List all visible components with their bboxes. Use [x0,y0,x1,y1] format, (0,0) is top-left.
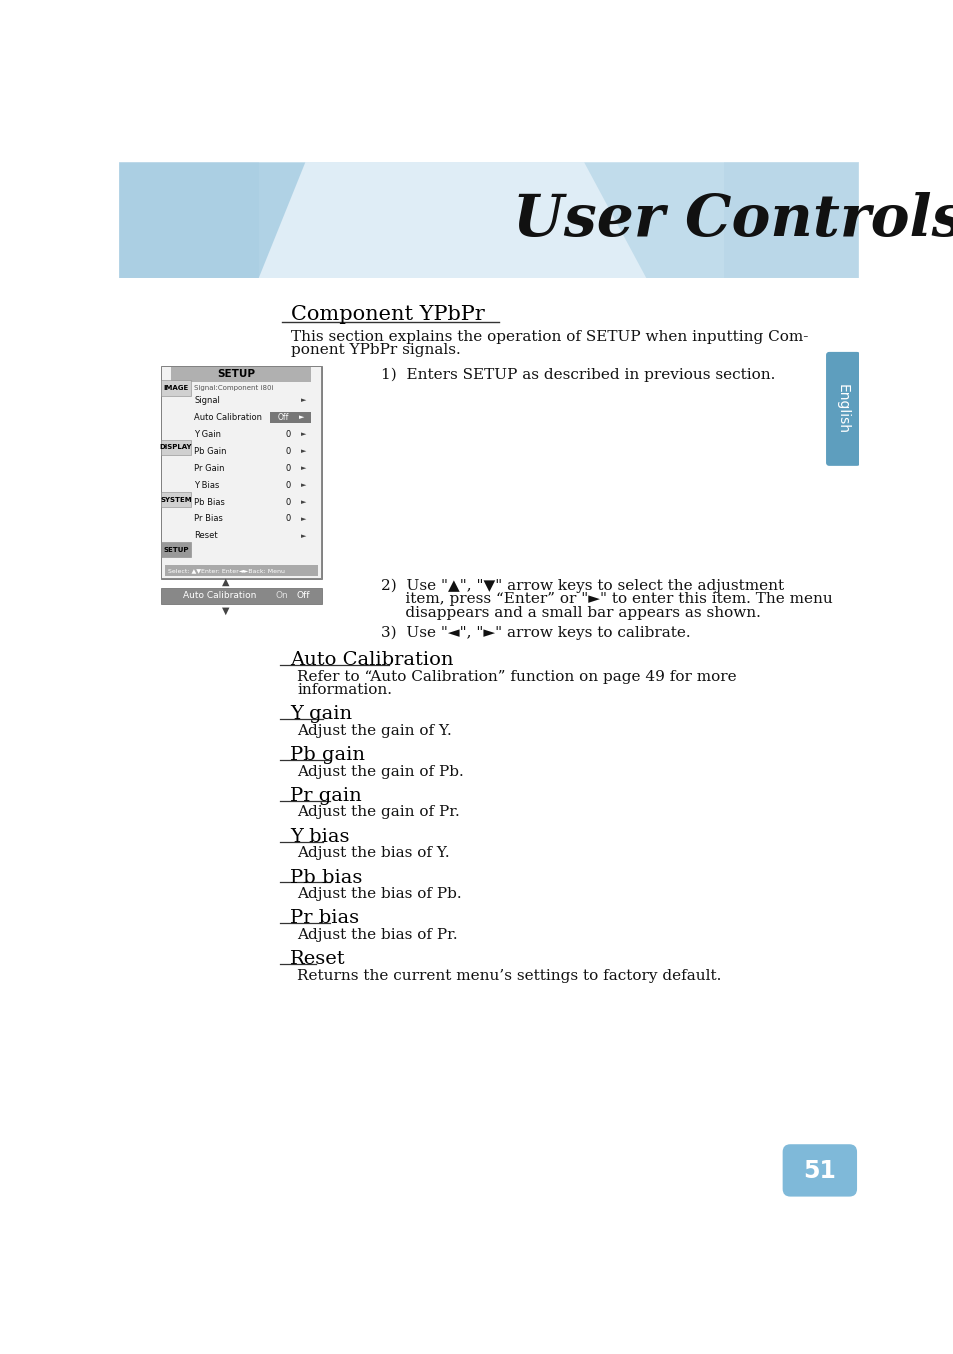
Text: English: English [835,385,849,433]
Bar [161,440,191,455]
Text: ►: ► [301,398,306,403]
Text: ►: ► [301,500,306,505]
Text: Auto Calibration: Auto Calibration [183,592,256,600]
Bar [165,565,317,575]
Text: Y gain: Y gain [290,705,352,723]
Text: Signal: Signal [194,395,220,405]
FancyBboxPatch shape [781,1144,856,1197]
Text: item, press “Enter” or "►" to enter this item. The menu: item, press “Enter” or "►" to enter this… [381,592,832,607]
FancyBboxPatch shape [825,352,860,466]
Text: 1)  Enters SETUP as described in previous section.: 1) Enters SETUP as described in previous… [381,368,775,382]
Text: ▲: ▲ [222,577,230,586]
Text: 3)  Use "◄", "►" arrow keys to calibrate.: 3) Use "◄", "►" arrow keys to calibrate. [381,626,690,640]
Text: Off: Off [277,413,289,422]
Text: ►: ► [301,432,306,437]
Text: IMAGE: IMAGE [163,385,189,391]
Bar [161,542,191,558]
Text: 0: 0 [285,429,291,439]
Text: 0: 0 [285,515,291,524]
Text: Pr gain: Pr gain [290,787,361,804]
Text: 51: 51 [802,1159,836,1183]
Bar [270,412,311,422]
Polygon shape [119,162,305,278]
Bar [161,588,321,604]
Text: Reset: Reset [194,531,218,540]
Text: Adjust the gain of Y.: Adjust the gain of Y. [297,724,452,738]
Text: information.: information. [297,682,392,697]
Bar [119,162,858,278]
Text: Select: ▲▼Enter: Enter◄►Back: Menu: Select: ▲▼Enter: Enter◄►Back: Menu [168,569,285,573]
Text: Auto Calibration: Auto Calibration [290,651,453,669]
Text: Component YPbPr: Component YPbPr [291,305,484,324]
Bar [162,367,320,578]
Text: ►: ► [298,414,304,420]
Text: Reset: Reset [290,951,345,968]
Text: Refer to “Auto Calibration” function on page 49 for more: Refer to “Auto Calibration” function on … [297,670,737,684]
Text: This section explains the operation of SETUP when inputting Com-: This section explains the operation of S… [291,329,808,344]
Text: Y Gain: Y Gain [194,429,221,439]
Text: Pr Gain: Pr Gain [194,463,225,473]
Text: ▼: ▼ [222,605,230,616]
Text: ponent YPbPr signals.: ponent YPbPr signals. [291,344,460,357]
Text: User Controls: User Controls [513,192,953,249]
Text: 0: 0 [285,481,291,490]
Text: Pr Bias: Pr Bias [194,515,223,524]
Text: Pr bias: Pr bias [290,910,358,927]
Text: On: On [275,592,288,600]
Text: DISPLAY: DISPLAY [159,444,192,451]
Polygon shape [583,162,858,278]
Text: 0: 0 [285,447,291,456]
Text: Pb Bias: Pb Bias [194,497,225,506]
Text: Pb gain: Pb gain [290,746,364,764]
Bar [171,367,311,382]
Text: ►: ► [301,448,306,454]
Text: SYSTEM: SYSTEM [160,497,192,502]
Text: Adjust the gain of Pb.: Adjust the gain of Pb. [297,765,464,779]
Text: 2)  Use "▲", "▼" arrow keys to select the adjustment: 2) Use "▲", "▼" arrow keys to select the… [381,578,783,593]
Bar [161,380,191,395]
Text: Off: Off [296,592,310,600]
Text: 0: 0 [285,463,291,473]
Text: ►: ► [301,482,306,487]
Text: ►: ► [301,533,306,539]
Text: SETUP: SETUP [163,547,189,552]
Text: ►: ► [301,516,306,523]
Text: Y Bias: Y Bias [194,481,219,490]
Text: Pb bias: Pb bias [290,868,362,887]
Text: ►: ► [301,466,306,471]
Bar [161,366,321,580]
Text: 0: 0 [285,497,291,506]
Bar [161,492,191,508]
Text: Y bias: Y bias [290,827,349,846]
Text: Auto Calibration: Auto Calibration [194,413,262,422]
Text: Adjust the gain of Pr.: Adjust the gain of Pr. [297,806,459,819]
Text: Adjust the bias of Y.: Adjust the bias of Y. [297,846,450,860]
Text: Adjust the bias of Pb.: Adjust the bias of Pb. [297,887,461,900]
Text: Returns the current menu’s settings to factory default.: Returns the current menu’s settings to f… [297,968,721,983]
Text: Adjust the bias of Pr.: Adjust the bias of Pr. [297,927,457,942]
Text: Signal:Component i80i: Signal:Component i80i [194,385,274,391]
Text: Pb Gain: Pb Gain [194,447,227,456]
Text: disappears and a small bar appears as shown.: disappears and a small bar appears as sh… [381,607,760,620]
Bar [258,162,723,278]
Text: SETUP: SETUP [217,370,255,379]
